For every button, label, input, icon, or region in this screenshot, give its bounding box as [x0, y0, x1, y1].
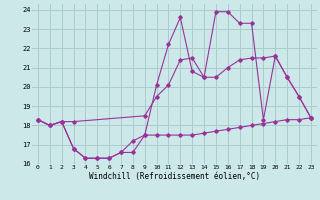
- X-axis label: Windchill (Refroidissement éolien,°C): Windchill (Refroidissement éolien,°C): [89, 172, 260, 181]
